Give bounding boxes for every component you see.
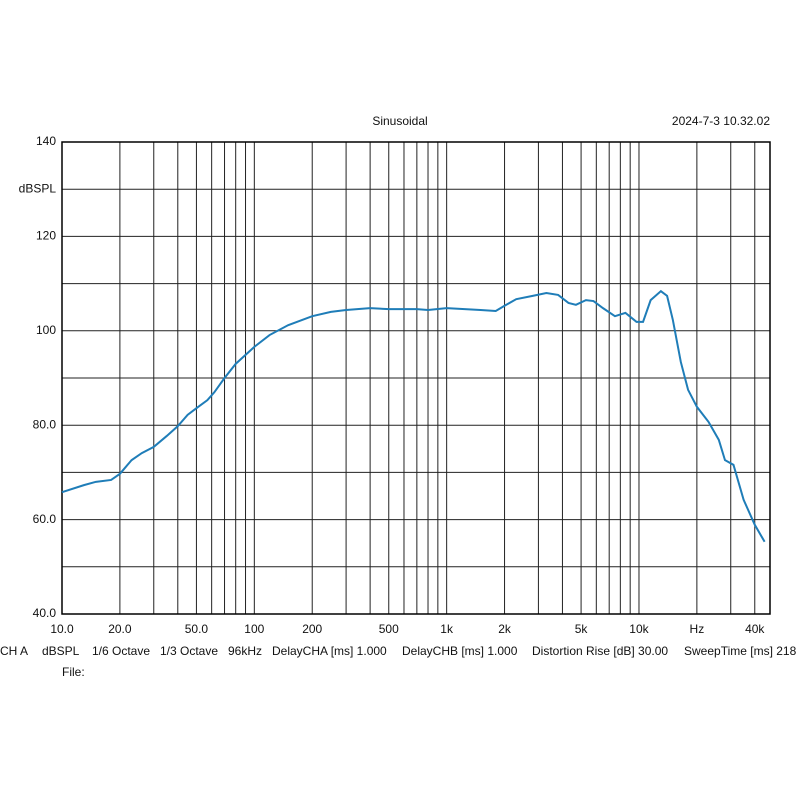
footer-info: Distortion Rise [dB] 30.00 xyxy=(532,644,668,658)
footer-info: DelayCHB [ms] 1.000 xyxy=(402,644,518,658)
chart-title: Sinusoidal xyxy=(372,114,427,128)
series-line xyxy=(61,289,766,543)
plot-border xyxy=(61,141,771,615)
timestamp: 2024-7-3 10.32.02 xyxy=(672,114,770,128)
x-tick-label: 1k xyxy=(440,622,454,636)
x-tick-label: 2k xyxy=(498,622,512,636)
y-tick-label: 60.0 xyxy=(33,512,57,526)
file-label: File: xyxy=(62,665,85,679)
footer-info: DelayCHA [ms] 1.000 xyxy=(272,644,387,658)
x-tick-label: Hz xyxy=(690,622,705,636)
y-tick-label: 140 xyxy=(36,134,56,148)
x-tick-label: 100 xyxy=(244,622,264,636)
footer-info: 96kHz xyxy=(228,644,262,658)
y-tick-label: 100 xyxy=(36,323,56,337)
x-tick-label: 10k xyxy=(629,622,649,636)
x-tick-label: 200 xyxy=(302,622,322,636)
x-tick-label: 50.0 xyxy=(185,622,209,636)
y-tick-label: 40.0 xyxy=(33,606,57,620)
x-tick-label: 20.0 xyxy=(108,622,132,636)
x-tick-label: 500 xyxy=(379,622,399,636)
footer-info: CH A xyxy=(0,644,28,658)
x-tick-label: 10.0 xyxy=(50,622,74,636)
y-tick-label: 120 xyxy=(36,229,56,243)
y-tick-label: 80.0 xyxy=(33,417,57,431)
footer-info: 1/6 Octave xyxy=(92,644,150,658)
x-tick-label: 5k xyxy=(575,622,589,636)
footer-info: 1/3 Octave xyxy=(160,644,218,658)
x-tick-label: 40k xyxy=(745,622,765,636)
footer-info: SweepTime [ms] 218 xyxy=(684,644,797,658)
footer-info: dBSPL xyxy=(42,644,80,658)
y-tick-label: dBSPL xyxy=(19,181,57,195)
